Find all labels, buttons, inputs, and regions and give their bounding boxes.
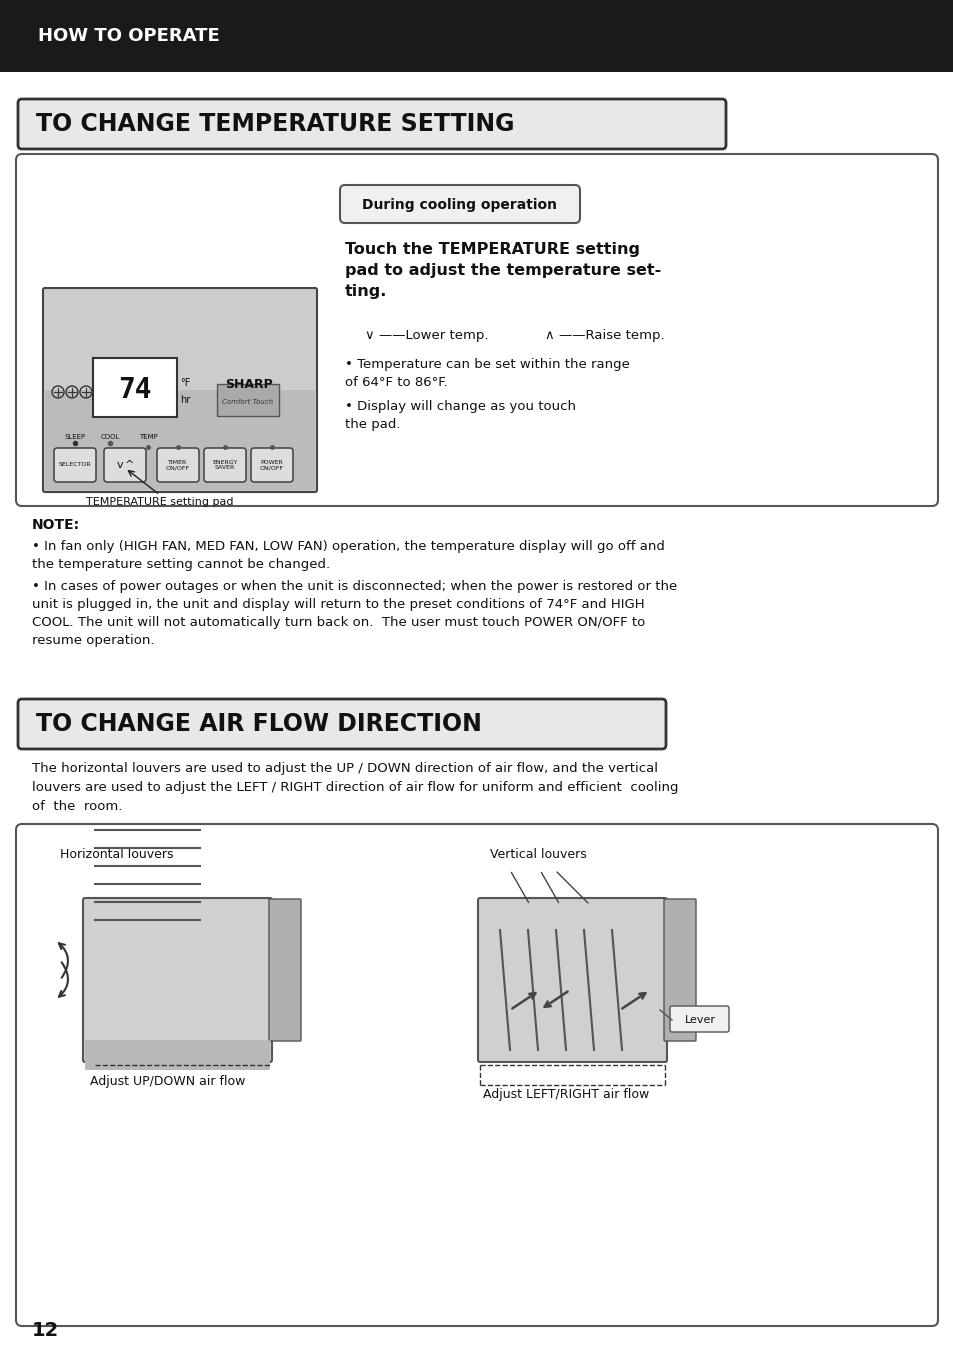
Text: Vertical louvers: Vertical louvers <box>490 848 586 861</box>
Text: °F: °F <box>180 377 191 388</box>
FancyBboxPatch shape <box>204 448 246 483</box>
Text: Lever: Lever <box>684 1015 715 1024</box>
FancyBboxPatch shape <box>92 359 177 417</box>
Text: • In fan only (HIGH FAN, MED FAN, LOW FAN) operation, the temperature display wi: • In fan only (HIGH FAN, MED FAN, LOW FA… <box>32 541 664 572</box>
Text: HOW TO OPERATE: HOW TO OPERATE <box>38 27 219 44</box>
FancyBboxPatch shape <box>104 448 146 483</box>
FancyBboxPatch shape <box>216 384 278 417</box>
Text: Touch the TEMPERATURE setting
pad to adjust the temperature set-
ting.: Touch the TEMPERATURE setting pad to adj… <box>345 243 660 299</box>
Text: TO CHANGE TEMPERATURE SETTING: TO CHANGE TEMPERATURE SETTING <box>36 112 514 136</box>
FancyBboxPatch shape <box>663 899 696 1041</box>
Text: ∨ ——Lower temp.: ∨ ——Lower temp. <box>365 329 488 341</box>
FancyBboxPatch shape <box>477 898 666 1062</box>
FancyBboxPatch shape <box>45 390 314 491</box>
Text: Adjust LEFT/RIGHT air flow: Adjust LEFT/RIGHT air flow <box>482 1088 649 1101</box>
Text: 74: 74 <box>118 376 152 404</box>
Text: The horizontal louvers are used to adjust the UP / DOWN direction of air flow, a: The horizontal louvers are used to adjus… <box>32 762 678 813</box>
FancyBboxPatch shape <box>43 288 316 492</box>
FancyBboxPatch shape <box>85 1041 270 1070</box>
Text: Comfort Touch: Comfort Touch <box>222 399 274 404</box>
FancyBboxPatch shape <box>669 1006 728 1033</box>
Text: • Display will change as you touch
the pad.: • Display will change as you touch the p… <box>345 400 576 431</box>
FancyBboxPatch shape <box>83 898 272 1062</box>
Text: • In cases of power outages or when the unit is disconnected; when the power is : • In cases of power outages or when the … <box>32 580 677 647</box>
Text: v: v <box>116 460 123 470</box>
Text: ENERGY
SAVER: ENERGY SAVER <box>213 460 237 470</box>
FancyBboxPatch shape <box>16 154 937 506</box>
Text: SELECTOR: SELECTOR <box>59 462 91 468</box>
FancyBboxPatch shape <box>339 185 579 222</box>
Text: NOTE:: NOTE: <box>32 518 80 532</box>
Text: TIMER
ON/OFF: TIMER ON/OFF <box>166 460 190 470</box>
Text: During cooling operation: During cooling operation <box>362 198 557 212</box>
Text: SLEEP: SLEEP <box>65 434 86 439</box>
Text: ∧ ——Raise temp.: ∧ ——Raise temp. <box>544 329 664 341</box>
FancyBboxPatch shape <box>0 0 953 71</box>
Text: Adjust UP/DOWN air flow: Adjust UP/DOWN air flow <box>90 1074 245 1088</box>
Text: hr: hr <box>180 395 190 404</box>
FancyBboxPatch shape <box>251 448 293 483</box>
Text: TEMP: TEMP <box>138 434 157 439</box>
FancyBboxPatch shape <box>18 700 665 749</box>
Text: ^: ^ <box>125 460 134 470</box>
Text: POWER
ON/OFF: POWER ON/OFF <box>259 460 284 470</box>
Text: 12: 12 <box>32 1321 59 1340</box>
Text: TO CHANGE AIR FLOW DIRECTION: TO CHANGE AIR FLOW DIRECTION <box>36 712 481 736</box>
FancyBboxPatch shape <box>157 448 199 483</box>
Text: TEMPERATURE setting pad: TEMPERATURE setting pad <box>86 497 233 507</box>
FancyBboxPatch shape <box>16 824 937 1326</box>
Text: SHARP: SHARP <box>225 379 273 391</box>
Text: • Temperature can be set within the range
of 64°F to 86°F.: • Temperature can be set within the rang… <box>345 359 629 390</box>
Text: Horizontal louvers: Horizontal louvers <box>60 848 173 861</box>
FancyBboxPatch shape <box>18 98 725 150</box>
FancyBboxPatch shape <box>54 448 96 483</box>
Text: COOL: COOL <box>100 434 119 439</box>
FancyBboxPatch shape <box>269 899 301 1041</box>
